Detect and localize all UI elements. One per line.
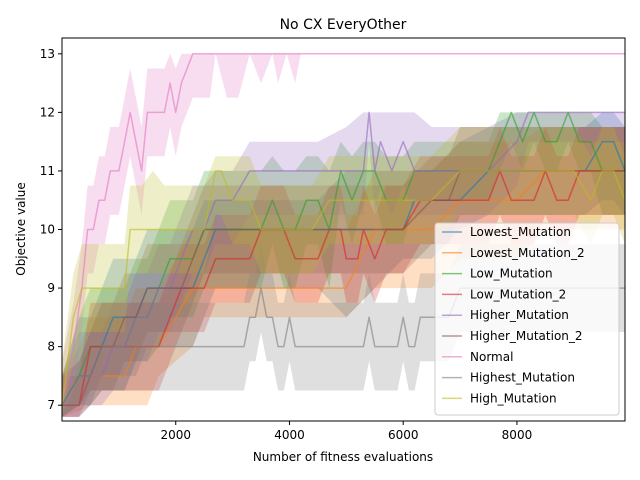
- y-axis-label: Objective value: [14, 182, 28, 276]
- band-lowest-mutation: [62, 112, 625, 417]
- y-tick-label: 12: [40, 105, 55, 119]
- x-tick-label: 2000: [160, 428, 191, 442]
- line-high-mutation: [61, 170, 626, 406]
- band-higher-mutation: [62, 112, 625, 417]
- y-tick-label: 8: [47, 340, 55, 354]
- line-lowest-mutation-2: [62, 170, 625, 406]
- x-axis-label: Number of fitness evaluations: [253, 450, 433, 464]
- x-tick-label: 4000: [274, 428, 305, 442]
- y-tick-label: 11: [40, 164, 55, 178]
- x-tick-label: 6000: [388, 428, 419, 442]
- legend-label: Normal: [470, 350, 513, 364]
- x-axis: 2000 4000 6000 8000: [160, 421, 532, 442]
- x-tick-label: 8000: [502, 428, 533, 442]
- legend-label: Lowest_Mutation: [470, 225, 571, 239]
- chart-title: No CX EveryOther: [280, 17, 407, 33]
- y-tick-label: 9: [47, 281, 55, 295]
- band-low-mutation: [62, 112, 625, 417]
- legend-box: [434, 222, 620, 416]
- legend-label: Higher_Mutation: [470, 308, 569, 322]
- legend-label: Lowest_Mutation_2: [470, 246, 585, 260]
- y-tick-label: 10: [40, 223, 55, 237]
- y-tick-label: 13: [40, 47, 55, 61]
- legend-label: Highest_Mutation: [470, 371, 575, 385]
- line-normal: [61, 53, 625, 406]
- legend-label: Higher_Mutation_2: [470, 329, 583, 343]
- legend-label: High_Mutation: [470, 391, 557, 405]
- y-tick-label: 7: [47, 398, 55, 412]
- line-higher-mutation: [62, 111, 625, 406]
- y-axis: 7 8 9 10 11 12 13: [40, 47, 62, 412]
- legend: Lowest_Mutation Lowest_Mutation_2 Low_Muta…: [434, 222, 620, 416]
- legend-label: Low_Mutation_2: [470, 287, 566, 301]
- series-lines: [61, 53, 626, 406]
- legend-label: Low_Mutation: [470, 267, 553, 281]
